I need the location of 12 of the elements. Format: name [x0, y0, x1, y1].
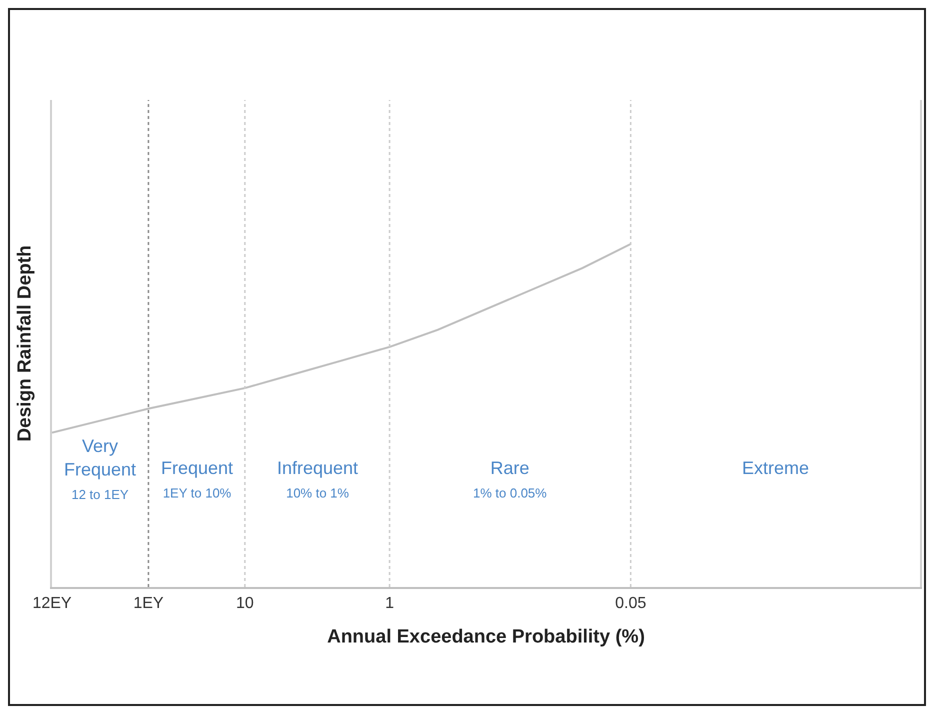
x-tick-label: 1EY [133, 594, 164, 612]
x-tick-label: 12EY [32, 594, 72, 612]
annotation: Infrequent 10% to 1% [277, 458, 358, 500]
annotation: Very Frequent 12 to 1EY [64, 436, 136, 502]
annotation: Rare 1% to 0.05% [473, 458, 548, 500]
x-tick-label: 10 [236, 594, 254, 612]
annotation: Frequent 1EY to 10% [161, 458, 234, 500]
annotation: Extreme [742, 458, 810, 478]
x-tick-label: 1 [385, 594, 394, 612]
x-tick-label: 0.05 [615, 594, 646, 612]
x-axis-title: Annual Exceedance Probability (%) [327, 626, 645, 648]
y-axis-title: Design Rainfall Depth [14, 245, 36, 442]
